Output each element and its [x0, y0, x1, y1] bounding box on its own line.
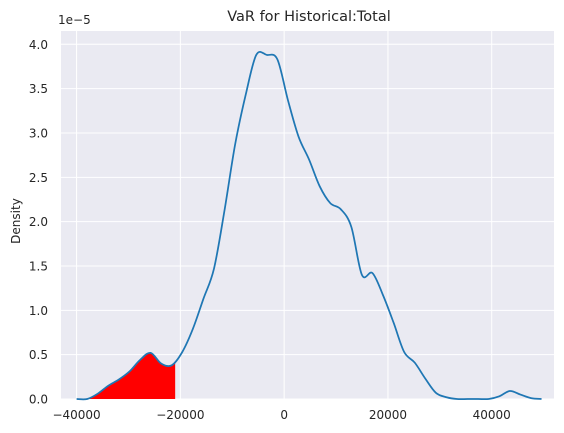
var-tail-fill: [76, 352, 176, 400]
y-tick-label: 2.5: [29, 171, 48, 185]
y-axis-label: Density: [9, 198, 23, 244]
x-tick-label: −20000: [156, 408, 204, 422]
plot-area: [61, 31, 554, 399]
y-tick-label: 1.5: [29, 259, 48, 273]
y-tick-label: 0.5: [29, 348, 48, 362]
x-tick-labels: −40000 −20000 0 20000 40000: [52, 408, 510, 422]
y-tick-label: 4.0: [29, 38, 48, 52]
y-gridlines: [61, 43, 554, 400]
y-tick-labels: 0.0 0.5 1.0 1.5 2.0 2.5 3.0 3.5 4.0: [29, 38, 48, 407]
x-gridlines: [76, 31, 493, 399]
y-tick-label: 3.0: [29, 126, 48, 140]
density-line: [76, 50, 542, 401]
x-tick-label: 40000: [473, 408, 511, 422]
y-scale-offset: 1e−5: [58, 13, 91, 27]
x-tick-label: −40000: [52, 408, 100, 422]
y-tick-label: 0.0: [29, 393, 48, 407]
x-tick-label: 0: [280, 408, 288, 422]
chart-title: VaR for Historical:Total: [227, 9, 391, 25]
y-tick-label: 2.0: [29, 215, 48, 229]
y-tick-label: 3.5: [29, 82, 48, 96]
x-tick-label: 20000: [369, 408, 407, 422]
y-tick-label: 1.0: [29, 304, 48, 318]
